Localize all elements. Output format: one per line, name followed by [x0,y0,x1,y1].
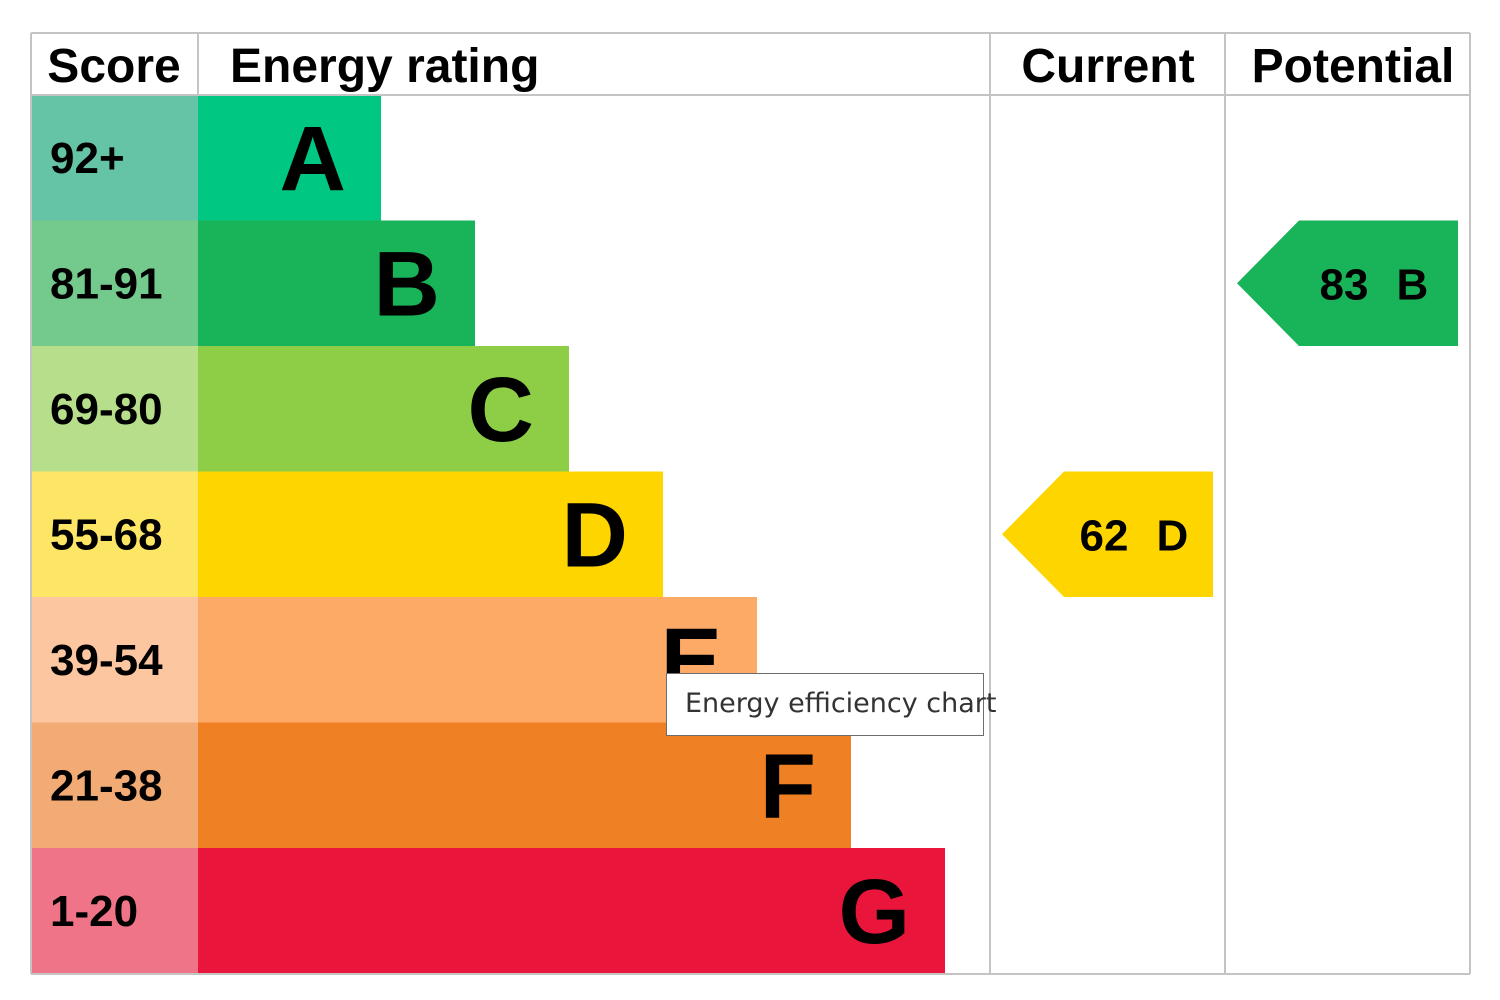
score-label-f: 21-38 [50,761,163,810]
potential-rating-value: 83 [1320,260,1369,309]
score-cell-e [31,597,198,723]
header-score: Score [47,40,180,93]
band-letter-a: A [280,108,346,210]
current-rating-value: 62 [1080,511,1129,560]
band-letter-b: B [374,233,440,335]
score-cell-a [31,95,198,221]
score-label-g: 1-20 [50,887,138,936]
score-label-c: 69-80 [50,385,163,434]
score-label-a: 92+ [50,134,125,183]
score-label-d: 55-68 [50,510,163,559]
header-current: Current [1021,40,1194,93]
band-bar-d [198,471,663,597]
band-letter-c: C [468,359,534,461]
score-cell-b [31,220,198,346]
band-letter-f: F [760,735,816,837]
band-bar-f [198,722,851,848]
bands-layer: 92+ A81-91 B69-80 C55-68 D39-54 E21-38 F1-20 G [31,95,945,974]
band-bar-b [198,220,475,346]
current-rating-band: D [1157,511,1189,560]
header-potential: Potential [1252,40,1455,93]
score-label-b: 81-91 [50,259,163,308]
band-letter-g: G [838,861,910,963]
score-label-e: 39-54 [50,636,163,685]
table-header: Score Energy rating Current Potential [47,40,1454,93]
table-grid [30,32,1471,975]
band-bar-g [198,848,945,974]
band-bar-c [198,346,569,472]
potential-rating-arrow [1237,220,1458,346]
current-rating-arrow [1002,471,1213,597]
potential-rating-band: B [1397,260,1429,309]
band-letter-d: D [562,484,628,586]
chart-tooltip: Energy efficiency chart [666,673,997,736]
band-bar-e [198,597,757,723]
score-cell-g [31,848,198,974]
indicators-layer: 62 D 83 B [1002,220,1458,597]
band-bar-a [198,95,381,221]
score-cell-d [31,471,198,597]
score-cell-c [31,346,198,472]
header-energy-rating: Energy rating [230,40,539,93]
score-cell-f [31,722,198,848]
